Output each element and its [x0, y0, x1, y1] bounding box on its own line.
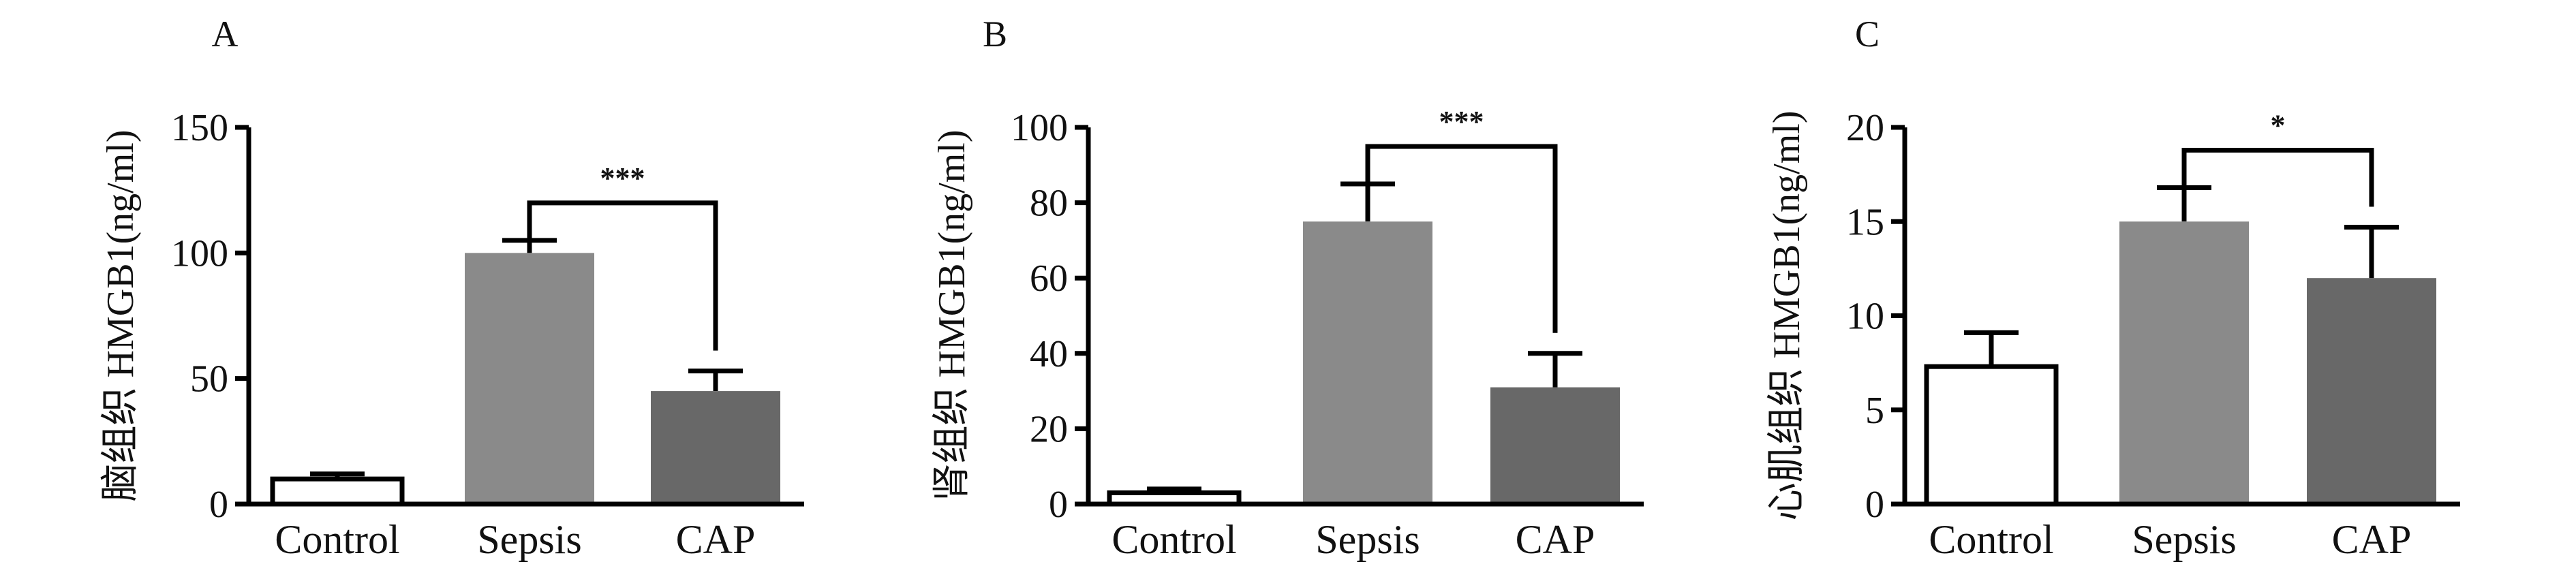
category-label: Control	[1111, 517, 1236, 562]
chart-panel-c: C 心肌组织 HMGB1(ng/ml) Control Sepsis CAP 0 5 10 15…	[1766, 14, 2460, 562]
bar-cap	[1490, 387, 1620, 504]
bar-cap	[2307, 278, 2436, 504]
panel-letter: A	[212, 14, 239, 54]
category-label: CAP	[676, 517, 756, 562]
y-axis-title: 心肌组织 HMGB1(ng/ml)	[1766, 111, 1808, 521]
significance-bracket	[2181, 147, 2374, 207]
bar-control	[1924, 364, 2059, 507]
bar-sepsis	[465, 253, 594, 504]
bar-control	[270, 476, 405, 507]
category-label: CAP	[2332, 517, 2412, 562]
significance-bracket	[1365, 144, 1558, 333]
y-tick-label: 60	[1030, 257, 1068, 300]
category-label: Sepsis	[1315, 517, 1420, 562]
chart-panel-b: B 肾组织 HMGB1(ng/ml) Control Sepsis CAP 0 20 40 60…	[931, 14, 1644, 562]
y-tick-label: 15	[1846, 201, 1884, 243]
bar-sepsis	[1303, 221, 1432, 504]
panel-letter: C	[1855, 14, 1880, 54]
y-tick-label: 5	[1865, 390, 1884, 432]
y-tick-label: 150	[171, 107, 228, 149]
significance-label: *	[2271, 108, 2286, 142]
y-tick-label: 20	[1030, 408, 1068, 450]
category-label: Sepsis	[2132, 517, 2236, 562]
y-tick-label: 50	[190, 358, 228, 401]
y-tick-label: 0	[1049, 484, 1068, 526]
panel-letter: B	[983, 14, 1007, 54]
y-tick-label: 40	[1030, 333, 1068, 375]
category-label: Sepsis	[477, 517, 581, 562]
bar-cap	[651, 391, 780, 504]
significance-label: ***	[1439, 105, 1484, 138]
y-axis-title: 肾组织 HMGB1(ng/ml)	[931, 130, 973, 502]
y-tick-label: 80	[1030, 183, 1068, 225]
y-tick-label: 100	[171, 232, 228, 275]
category-label: Control	[275, 517, 399, 562]
y-tick-label: 0	[209, 484, 228, 526]
y-axis-title: 脑组织 HMGB1(ng/ml)	[99, 130, 142, 502]
category-label: Control	[1929, 517, 2053, 562]
significance-label: ***	[600, 161, 645, 195]
significance-bracket	[527, 200, 718, 351]
bar-sepsis	[2119, 221, 2249, 504]
category-label: CAP	[1516, 517, 1595, 562]
chart-panel-a: A 脑组织 HMGB1(ng/ml) Control Sepsis CAP 0 50 100 1…	[99, 14, 804, 562]
y-tick-label: 0	[1865, 484, 1884, 526]
y-tick-label: 100	[1011, 107, 1068, 149]
y-tick-label: 20	[1846, 107, 1884, 149]
y-tick-label: 10	[1846, 296, 1884, 338]
